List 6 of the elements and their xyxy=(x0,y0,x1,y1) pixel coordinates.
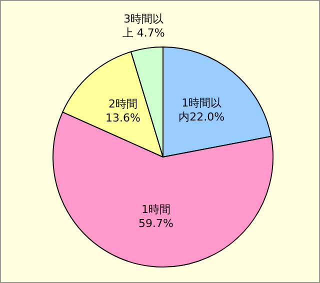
slice-label: 3時間以上 4.7% xyxy=(122,12,165,40)
data-label: 13.6% xyxy=(106,112,140,125)
slice-label: 1時間以内22.0% xyxy=(178,96,225,124)
data-label: 59.7% xyxy=(138,217,174,230)
slice-label: 1時間 xyxy=(141,203,170,216)
slice-label: 2時間 xyxy=(108,98,138,111)
